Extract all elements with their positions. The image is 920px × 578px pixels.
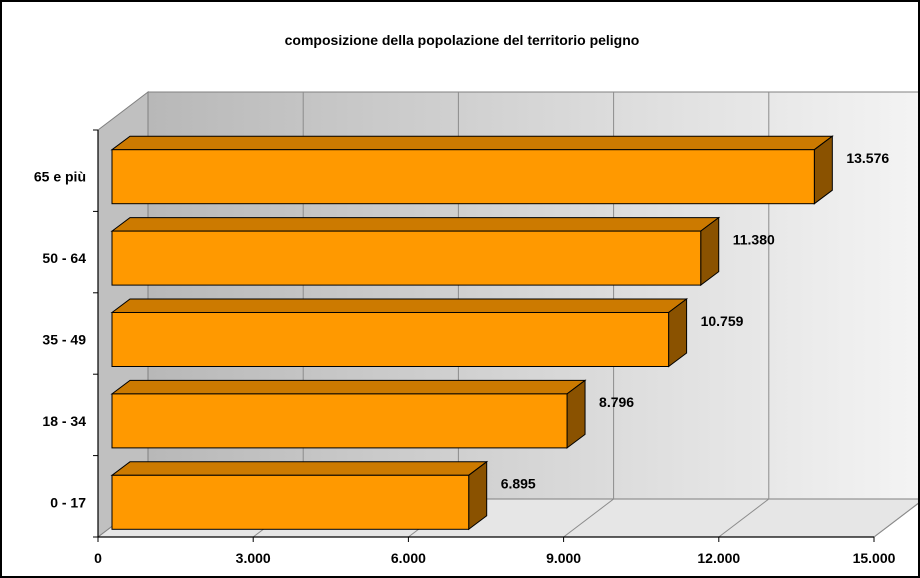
x-tick-label: 12.000: [697, 550, 740, 566]
bar: [111, 312, 670, 367]
data-label: 10.759: [701, 313, 744, 329]
data-label: 11.380: [733, 231, 775, 247]
y-tick-label: 18 - 34: [42, 413, 86, 429]
data-label: 13.576: [846, 150, 889, 166]
x-tick-label: 3.000: [236, 550, 271, 566]
y-tick-label: 0 - 17: [50, 494, 86, 510]
bar: [111, 393, 568, 449]
x-tick-label: 6.000: [391, 550, 426, 566]
floor-gridline: [563, 498, 614, 538]
bar: [111, 474, 470, 530]
y-tick-label: 35 - 49: [42, 332, 86, 348]
bar-top-face: [110, 298, 689, 313]
bar-top-face: [110, 461, 489, 476]
y-tick-label: 50 - 64: [42, 250, 86, 266]
x-tick-label: 9.000: [546, 550, 581, 566]
chart-title: composizione della popolazione del terri…: [284, 32, 640, 48]
floor-gridline: [873, 502, 918, 538]
bar: [111, 230, 702, 286]
x-tick-label: 0: [94, 550, 102, 566]
bar: [111, 149, 815, 205]
floor-gridline: [718, 498, 770, 538]
data-label: 8.796: [599, 394, 634, 410]
data-label: 6.895: [501, 476, 536, 492]
x-tick-label: 15.000: [853, 550, 896, 566]
bar-top-face: [110, 217, 721, 232]
bar-top-face: [110, 135, 834, 151]
bar-top-face: [110, 379, 587, 395]
y-tick-label: 65 e più: [34, 169, 86, 185]
